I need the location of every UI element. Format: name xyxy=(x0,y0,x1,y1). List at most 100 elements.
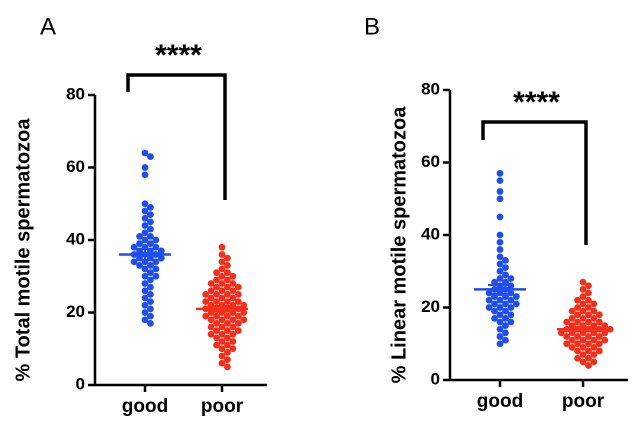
x-tick-label: good xyxy=(477,391,523,412)
data-point xyxy=(224,298,231,306)
data-point xyxy=(574,311,581,319)
significance-bracket xyxy=(481,120,588,245)
data-point xyxy=(496,340,504,348)
data-point xyxy=(234,283,242,291)
data-point xyxy=(213,341,220,349)
data-point xyxy=(147,298,154,306)
data-point xyxy=(157,254,165,262)
data-point xyxy=(141,309,149,316)
data-point xyxy=(218,323,226,331)
error-bar xyxy=(210,304,234,313)
data-point xyxy=(590,343,598,351)
data-point xyxy=(213,269,220,277)
data-point xyxy=(512,300,520,308)
data-point xyxy=(502,336,509,344)
data-point xyxy=(224,269,231,277)
data-point xyxy=(218,280,226,287)
data-point xyxy=(224,290,231,298)
data-point xyxy=(213,276,220,284)
data-point xyxy=(229,323,237,331)
data-point xyxy=(585,318,592,326)
data-point xyxy=(585,311,592,319)
data-point xyxy=(585,296,592,304)
data-point xyxy=(207,294,215,302)
data-point xyxy=(568,314,576,322)
data-point xyxy=(141,229,149,237)
data-point xyxy=(496,231,504,239)
data-point xyxy=(507,318,515,326)
data-point xyxy=(147,319,154,327)
data-point xyxy=(585,347,592,355)
data-point xyxy=(502,329,509,337)
data-point xyxy=(595,347,603,355)
x-tick-label: good xyxy=(122,396,168,417)
data-point xyxy=(595,333,603,340)
data-point xyxy=(147,269,154,277)
y-tick-label: 20 xyxy=(421,297,440,316)
data-point xyxy=(491,314,498,322)
data-point xyxy=(207,316,215,324)
data-point xyxy=(568,307,576,315)
data-point xyxy=(141,272,149,280)
significance-label: **** xyxy=(155,39,202,72)
data-point xyxy=(152,236,160,244)
data-point xyxy=(224,276,231,284)
data-point xyxy=(240,309,248,316)
data-point xyxy=(213,283,220,291)
data-point xyxy=(574,333,581,340)
y-tick-label: 80 xyxy=(66,84,85,103)
data-point xyxy=(574,354,581,362)
data-point xyxy=(496,333,504,340)
data-point xyxy=(512,293,520,301)
data-point xyxy=(147,240,154,248)
data-point xyxy=(507,304,515,311)
data-point xyxy=(491,307,498,315)
data-point xyxy=(496,318,504,326)
data-point xyxy=(202,298,210,306)
data-point xyxy=(496,238,504,246)
data-point xyxy=(502,293,509,301)
data-point xyxy=(213,312,220,320)
data-point xyxy=(218,251,226,258)
data-point xyxy=(563,333,571,340)
data-point xyxy=(152,265,160,273)
data-point xyxy=(218,352,226,360)
x-tick-label: poor xyxy=(201,396,244,417)
data-point xyxy=(229,287,237,295)
data-point xyxy=(207,280,215,287)
data-point xyxy=(147,290,154,298)
data-point xyxy=(141,214,149,222)
data-point xyxy=(574,347,581,355)
data-point xyxy=(218,316,226,324)
data-point xyxy=(491,300,498,308)
data-point xyxy=(502,264,509,272)
data-point xyxy=(491,278,498,286)
data-point xyxy=(147,312,154,320)
data-point xyxy=(606,325,614,333)
data-point xyxy=(496,267,504,275)
error-bar xyxy=(571,326,595,333)
data-point xyxy=(595,340,603,348)
data-point xyxy=(502,278,509,286)
data-point xyxy=(234,327,242,335)
data-point xyxy=(485,304,493,311)
data-point xyxy=(585,333,592,340)
data-point xyxy=(147,261,154,269)
data-point xyxy=(574,318,581,326)
data-point xyxy=(496,188,504,195)
data-point xyxy=(585,282,592,290)
data-point xyxy=(601,336,609,344)
data-point xyxy=(202,290,210,298)
data-point xyxy=(568,336,576,344)
data-point xyxy=(496,253,504,261)
data-point xyxy=(136,240,143,248)
data-point xyxy=(152,272,160,280)
data-point xyxy=(579,314,587,322)
data-point xyxy=(496,260,504,268)
data-point xyxy=(224,334,231,342)
data-point xyxy=(224,363,231,371)
data-point xyxy=(507,275,515,282)
significance-label: **** xyxy=(513,86,560,119)
data-point xyxy=(240,316,248,324)
data-point xyxy=(574,304,581,311)
